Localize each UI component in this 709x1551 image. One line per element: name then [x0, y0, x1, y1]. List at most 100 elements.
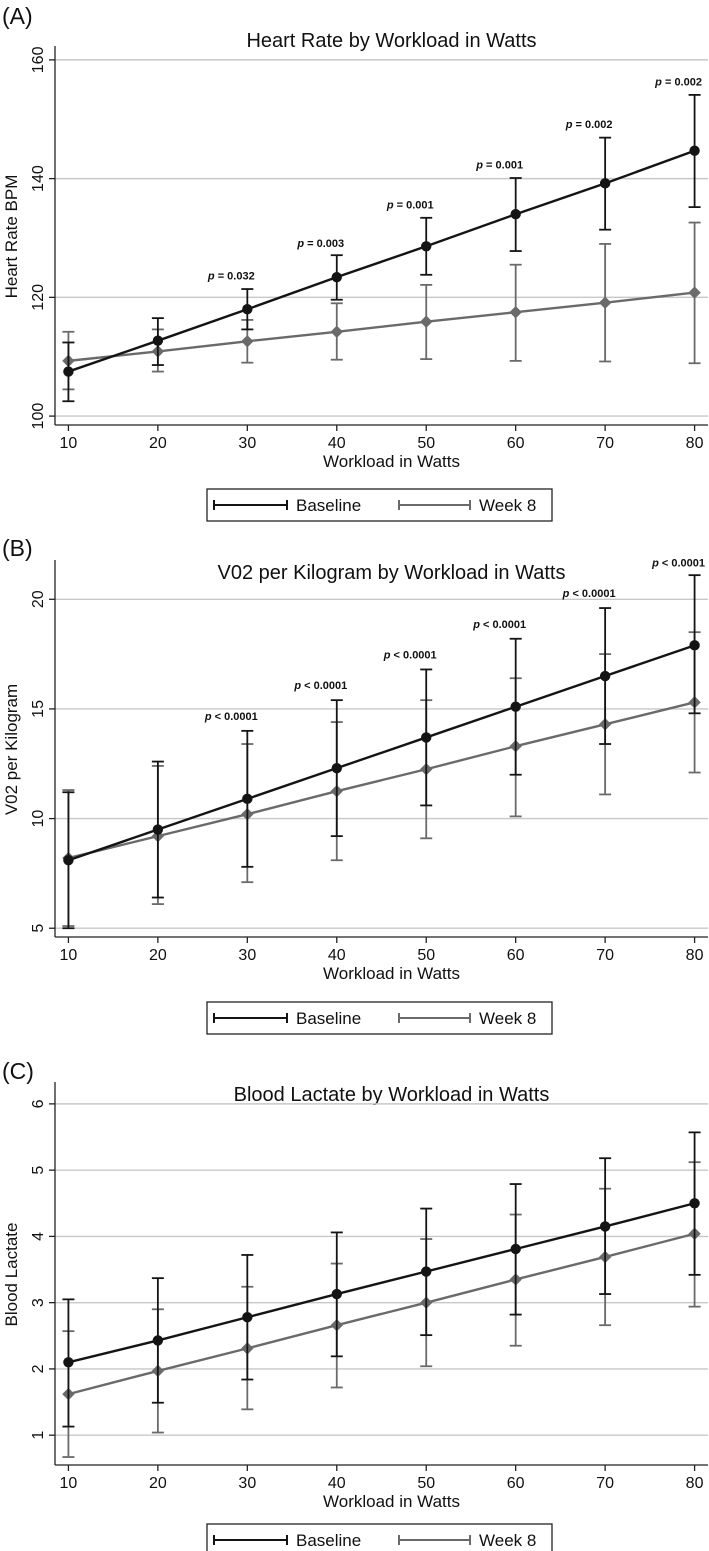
data-point — [689, 640, 700, 651]
data-point — [688, 286, 701, 299]
chart-title: Heart Rate by Workload in Watts — [246, 30, 536, 52]
y-tick-label: 120 — [30, 284, 47, 311]
data-point — [421, 1266, 432, 1277]
data-point — [331, 1288, 342, 1300]
data-point — [509, 305, 522, 319]
chart-panel-2: (C) Blood Lactate by Workload in Watts 1 2 3… — [2, 1058, 708, 1551]
x-tick-label: 50 — [417, 947, 435, 964]
y-tick-label: 1 — [30, 1431, 47, 1440]
y-tick-label: 2 — [30, 1364, 47, 1373]
p-value-annotation: p = 0.002 — [654, 76, 702, 88]
x-axis-label: Workload in Watts — [323, 452, 460, 471]
data-point — [689, 145, 700, 156]
panel-label: (A) — [2, 3, 33, 29]
x-tick-label: 40 — [328, 1475, 346, 1492]
x-tick-label: 20 — [149, 1475, 167, 1492]
x-tick-label: 40 — [328, 435, 346, 452]
x-tick-label: 10 — [60, 435, 78, 452]
chart-panel-0: (A) Heart Rate by Workload in Watts 100 120… — [2, 3, 708, 522]
data-point — [421, 241, 432, 252]
y-tick-label: 5 — [30, 924, 47, 933]
data-point — [599, 1221, 611, 1232]
series-baseline — [62, 94, 701, 403]
x-tick-label: 70 — [596, 1475, 614, 1492]
p-value-annotation: p < 0.0001 — [293, 680, 347, 692]
data-point — [330, 325, 343, 338]
y-tick-label: 160 — [30, 46, 47, 73]
x-tick-label: 60 — [507, 1475, 525, 1492]
x-tick-label: 50 — [417, 435, 435, 452]
y-tick-label: 5 — [30, 1166, 47, 1175]
x-axis-label: Workload in Watts — [323, 1492, 460, 1511]
p-value-annotation: p < 0.0001 — [562, 588, 616, 600]
x-tick-label: 20 — [149, 435, 167, 452]
x-tick-label: 10 — [60, 947, 78, 964]
chart-panel-1: (B) V02 per Kilogram by Workload in Watts… — [2, 535, 708, 1035]
data-point — [63, 855, 74, 866]
x-tick-label: 10 — [60, 1475, 78, 1492]
y-axis-label: Blood Lactate — [2, 1223, 21, 1327]
legend-label: Week 8 — [479, 496, 536, 515]
x-axis-label: Workload in Watts — [323, 964, 460, 983]
legend: Baseline Week 8 — [206, 1001, 553, 1035]
y-tick-label: 20 — [30, 590, 47, 608]
y-tick-label: 15 — [30, 700, 47, 718]
data-point — [421, 732, 432, 743]
x-tick-label: 30 — [238, 435, 256, 452]
chart-title: Blood Lactate by Workload in Watts — [234, 1084, 550, 1106]
series-baseline — [62, 1131, 701, 1428]
y-tick-label: 10 — [30, 810, 47, 828]
legend-label: Week 8 — [479, 1009, 536, 1028]
p-value-annotation: p < 0.0001 — [383, 649, 437, 661]
data-point — [152, 1335, 164, 1346]
series-line — [68, 291, 695, 363]
x-tick-label: 70 — [596, 435, 614, 452]
y-tick-label: 100 — [30, 403, 47, 430]
x-tick-label: 80 — [686, 947, 704, 964]
y-tick-label: 140 — [30, 165, 47, 192]
legend-label: Baseline — [296, 1009, 361, 1028]
panel-label: (B) — [2, 535, 33, 561]
p-value-annotation: p = 0.002 — [565, 119, 613, 131]
data-point — [510, 1243, 521, 1255]
data-point — [152, 824, 164, 835]
data-point — [598, 296, 612, 309]
p-value-annotation: p = 0.032 — [207, 271, 255, 283]
data-point — [152, 335, 164, 346]
x-tick-label: 70 — [596, 947, 614, 964]
x-tick-label: 30 — [238, 1475, 256, 1492]
legend-label: Baseline — [296, 1531, 361, 1550]
y-tick-label: 6 — [30, 1099, 47, 1108]
data-point — [599, 670, 611, 682]
y-axis-label: Heart Rate BPM — [2, 175, 21, 299]
data-point — [242, 1312, 253, 1323]
series-baseline — [62, 574, 701, 930]
data-point — [242, 793, 253, 805]
legend-box — [206, 1523, 553, 1551]
p-value-annotation: p < 0.0001 — [204, 711, 258, 723]
x-tick-label: 20 — [149, 947, 167, 964]
data-point — [331, 271, 342, 283]
data-point — [63, 1357, 74, 1368]
x-tick-label: 60 — [507, 947, 525, 964]
data-point — [241, 335, 254, 348]
series-line — [68, 644, 695, 862]
y-tick-label: 4 — [30, 1232, 47, 1241]
x-tick-label: 80 — [686, 435, 704, 452]
p-value-annotation: p < 0.0001 — [651, 557, 705, 569]
legend: Baseline Week 8 — [206, 488, 553, 522]
data-point — [331, 762, 342, 774]
x-tick-label: 50 — [417, 1475, 435, 1492]
p-value-annotation: p < 0.0001 — [472, 619, 526, 631]
data-point — [242, 304, 253, 315]
y-tick-label: 3 — [30, 1298, 47, 1307]
p-value-annotation: p = 0.001 — [386, 199, 434, 211]
legend: Baseline Week 8 — [206, 1523, 553, 1551]
panel-label: (C) — [2, 1058, 34, 1084]
legend-label: Baseline — [296, 496, 361, 515]
x-tick-label: 80 — [686, 1475, 704, 1492]
x-tick-label: 60 — [507, 435, 525, 452]
data-point — [689, 1198, 700, 1209]
x-tick-label: 40 — [328, 947, 346, 964]
